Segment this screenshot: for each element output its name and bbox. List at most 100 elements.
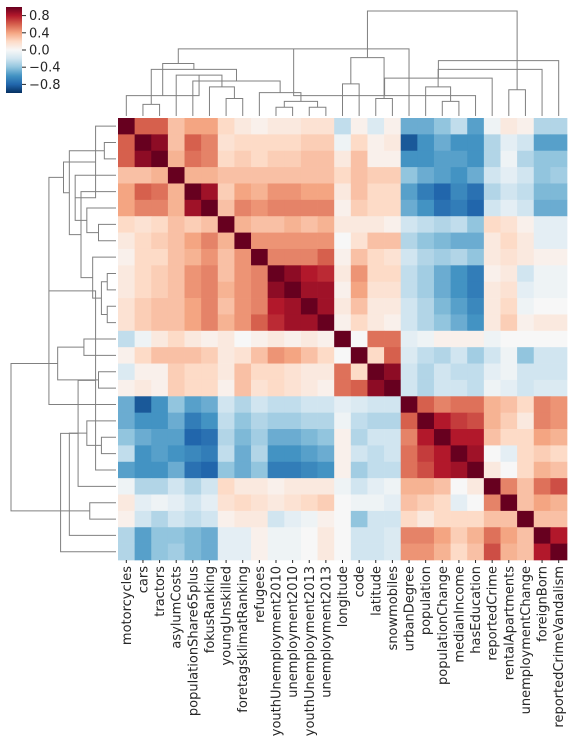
heatmap-cell — [217, 314, 235, 332]
heatmap-cell — [367, 330, 385, 348]
heatmap-cell — [317, 510, 335, 528]
heatmap-cell — [300, 118, 318, 135]
heatmap-cell — [334, 330, 352, 348]
heatmap-cell — [184, 461, 202, 479]
heatmap-cell — [533, 379, 551, 397]
heatmap-cell — [284, 412, 302, 430]
heatmap-cell — [234, 527, 252, 544]
heatmap-cell — [201, 118, 219, 135]
heatmap-cell — [550, 232, 568, 250]
heatmap-cell — [483, 510, 501, 528]
x-tick-label: foreignBorn — [536, 566, 551, 642]
heatmap-cell — [550, 429, 568, 446]
heatmap-cell — [483, 412, 501, 430]
heatmap-cell — [450, 543, 468, 561]
heatmap-cell — [467, 412, 485, 430]
heatmap-cell — [300, 281, 318, 299]
heatmap-cell — [217, 298, 235, 315]
heatmap-cell — [284, 510, 302, 528]
heatmap-cell — [267, 461, 285, 479]
heatmap-cell — [450, 118, 468, 135]
heatmap-cell — [217, 183, 235, 201]
heatmap-cell — [118, 232, 135, 250]
heatmap-cell — [167, 183, 185, 201]
heatmap-cell — [118, 167, 135, 184]
heatmap-cell — [234, 412, 252, 430]
heatmap-cell — [533, 412, 551, 430]
heatmap-cell — [151, 118, 169, 135]
heatmap-cell — [234, 543, 252, 561]
heatmap-cell — [334, 379, 352, 397]
heatmap-cell — [517, 396, 535, 414]
row-dendrogram — [10, 125, 116, 553]
heatmap-cell — [334, 543, 352, 561]
heatmap-cell — [151, 314, 169, 332]
heatmap-cell — [118, 134, 135, 152]
heatmap-cell — [500, 412, 518, 430]
dendrogram-link — [283, 100, 319, 108]
heatmap-cell — [134, 363, 152, 381]
heatmap-cell — [184, 199, 202, 217]
heatmap-cell — [184, 281, 202, 299]
heatmap-cell — [217, 429, 235, 446]
heatmap-cell — [517, 330, 535, 348]
heatmap-cell — [184, 330, 202, 348]
heatmap-cell — [251, 281, 269, 299]
heatmap-cell — [417, 510, 435, 528]
heatmap-cell — [334, 298, 352, 315]
heatmap-cell — [167, 396, 185, 414]
x-tick-label: medianIncome — [452, 566, 467, 663]
heatmap-cell — [350, 199, 368, 217]
heatmap-cell — [483, 363, 501, 381]
heatmap-cell — [517, 363, 535, 381]
heatmap-cell — [350, 510, 368, 528]
heatmap-cell — [118, 494, 135, 512]
heatmap-cell — [167, 281, 185, 299]
heatmap-cell — [267, 150, 285, 168]
dendrogram-link — [508, 89, 526, 116]
heatmap-cell — [134, 298, 152, 315]
heatmap-cell — [417, 379, 435, 397]
heatmap-cell — [118, 379, 135, 397]
heatmap-cell — [550, 412, 568, 430]
heatmap-cell — [433, 494, 451, 512]
heatmap-cell — [400, 445, 418, 463]
heatmap-cell — [201, 543, 219, 561]
heatmap-cell — [267, 298, 285, 315]
heatmap-cell — [400, 429, 418, 446]
heatmap-cell — [134, 216, 152, 233]
heatmap-cell — [417, 445, 435, 463]
heatmap-cells — [118, 118, 568, 561]
heatmap-cell — [467, 363, 485, 381]
heatmap-cell — [118, 478, 135, 495]
x-tick-label: population — [419, 566, 434, 635]
heatmap-cell — [367, 232, 385, 250]
heatmap-cell — [317, 150, 335, 168]
heatmap-cell — [483, 445, 501, 463]
heatmap-cell — [467, 330, 485, 348]
heatmap-cell — [334, 510, 352, 528]
heatmap-cell — [400, 363, 418, 381]
heatmap-cell — [300, 298, 318, 315]
heatmap-cell — [167, 199, 185, 217]
heatmap-cell — [151, 478, 169, 495]
heatmap-cell — [251, 134, 269, 152]
heatmap-cell — [284, 281, 302, 299]
heatmap-cell — [300, 330, 318, 348]
heatmap-cell — [234, 216, 252, 233]
heatmap-cell — [400, 134, 418, 152]
heatmap-cell — [433, 379, 451, 397]
heatmap-cell — [367, 396, 385, 414]
heatmap-cell — [500, 494, 518, 512]
heatmap-cell — [500, 183, 518, 201]
heatmap-cell — [251, 445, 269, 463]
heatmap-cell — [267, 167, 285, 184]
heatmap-cell — [167, 543, 185, 561]
heatmap-cell — [533, 527, 551, 544]
heatmap-cell — [483, 396, 501, 414]
heatmap-cell — [467, 298, 485, 315]
heatmap-cell — [234, 363, 252, 381]
heatmap-cell — [433, 543, 451, 561]
heatmap-cell — [533, 314, 551, 332]
heatmap-cell — [134, 248, 152, 266]
